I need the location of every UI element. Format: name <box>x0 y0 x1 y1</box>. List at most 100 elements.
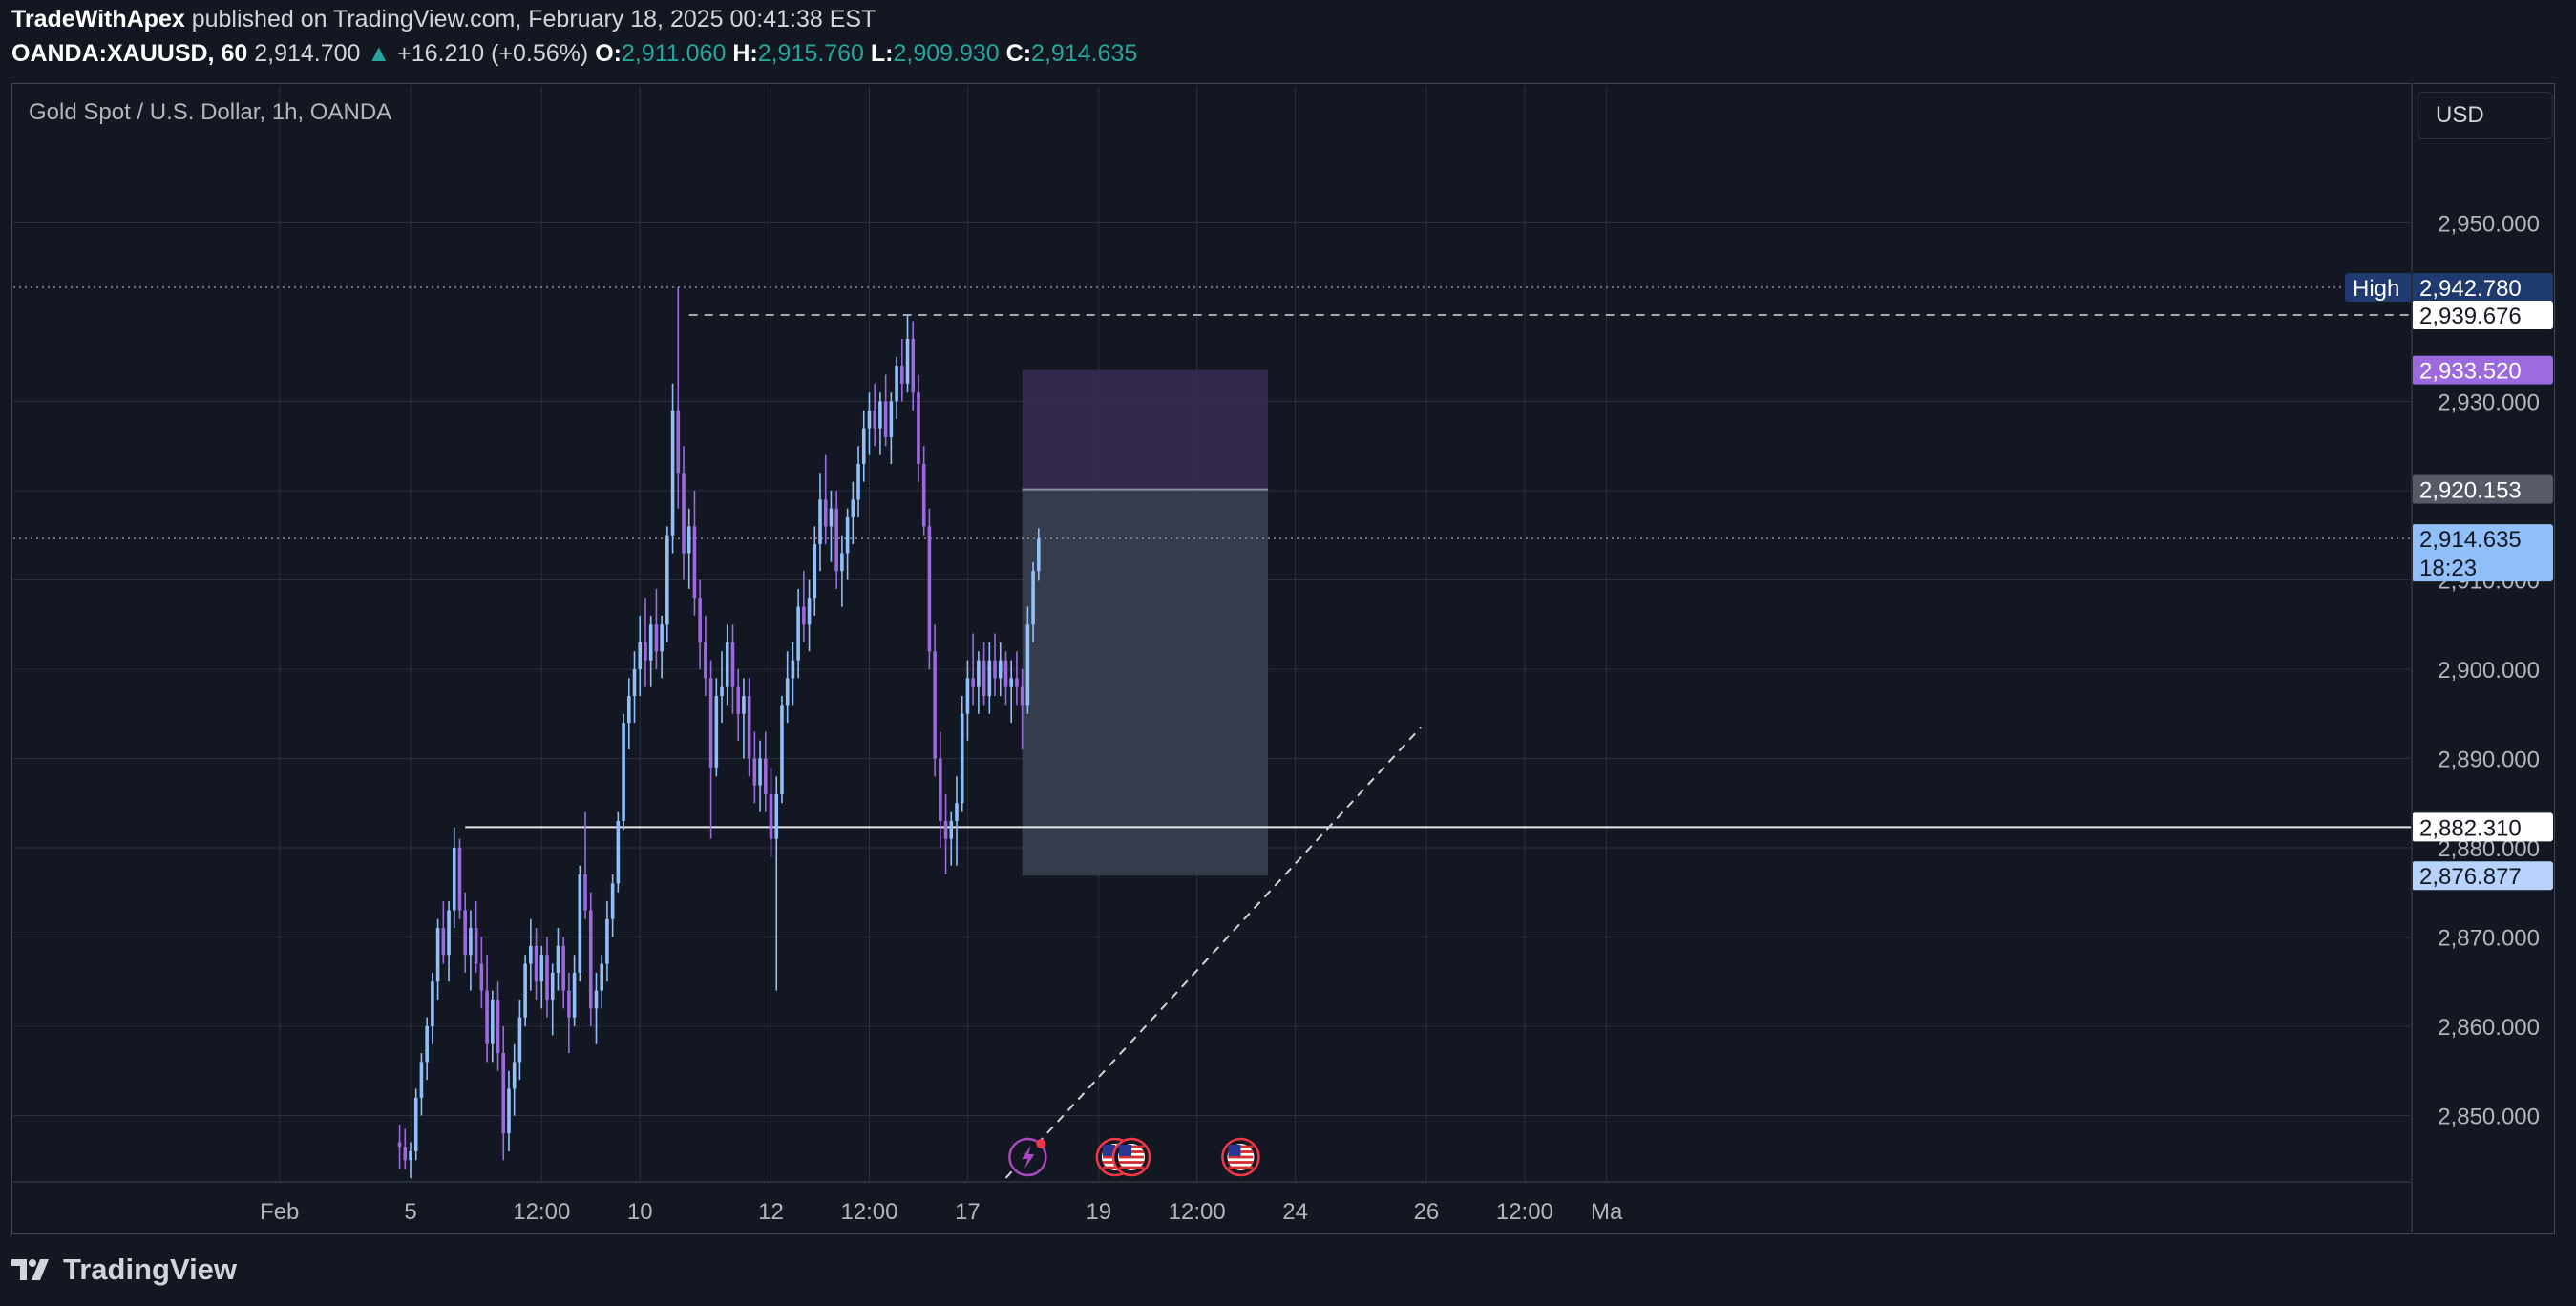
x-axis-tick-label: 26 <box>1414 1199 1440 1225</box>
candle <box>512 1043 517 1116</box>
candle-body <box>878 401 882 429</box>
candle <box>933 624 937 777</box>
candle <box>1031 561 1035 642</box>
x-axis-tick-label: 10 <box>627 1199 653 1225</box>
x-axis-tick-label: 24 <box>1282 1199 1308 1225</box>
candle <box>491 990 495 1063</box>
author-name[interactable]: TradeWithApex <box>11 6 185 32</box>
candle <box>572 955 577 1026</box>
candle <box>993 633 997 697</box>
target-price-label: 2,876.877 <box>2412 861 2553 891</box>
candle <box>463 892 467 973</box>
us-flag-icon <box>1221 1137 1260 1177</box>
candle-body <box>1003 660 1008 687</box>
candle-body <box>698 598 702 642</box>
candle <box>605 901 609 982</box>
candle <box>725 624 729 706</box>
candle <box>600 955 603 1009</box>
candle-body <box>648 624 653 661</box>
candle-body <box>818 499 822 545</box>
candle <box>982 642 986 706</box>
high-label: H: <box>732 40 758 67</box>
candle-body <box>523 963 527 1018</box>
dashed-trendline <box>1004 727 1422 1179</box>
candle <box>435 918 440 1000</box>
candle <box>764 731 768 812</box>
candle <box>479 937 484 1009</box>
chart-frame <box>11 83 2555 1234</box>
candle-body <box>704 642 707 679</box>
candle <box>627 678 631 750</box>
candle-body <box>403 1147 408 1161</box>
candle <box>708 660 713 839</box>
candle-body <box>774 793 779 839</box>
candle <box>561 937 565 1009</box>
publish-info: TradeWithApex published on TradingView.c… <box>11 6 876 33</box>
candle-body <box>856 463 860 500</box>
candle <box>818 473 822 572</box>
candle-body <box>933 651 937 759</box>
candle-body <box>583 874 587 911</box>
candle-body <box>955 803 959 821</box>
candle <box>616 811 621 893</box>
candle-body <box>561 945 565 991</box>
candle <box>1025 606 1030 714</box>
low-label: L: <box>870 40 894 67</box>
candle-body <box>917 392 920 464</box>
svg-text:2,920.153: 2,920.153 <box>2419 478 2522 504</box>
candle <box>588 892 593 1026</box>
candle <box>829 491 834 562</box>
candle <box>856 446 860 518</box>
candle-body <box>720 686 724 697</box>
plot-area <box>13 86 2412 1182</box>
candle <box>447 901 451 982</box>
x-axis-tick-label: 12:00 <box>513 1199 570 1225</box>
candle-body <box>550 972 555 1000</box>
candle <box>895 356 898 420</box>
y-axis-tick-label: 2,870.000 <box>2438 926 2540 952</box>
candle <box>550 963 555 1036</box>
chart-legend[interactable]: Gold Spot / U.S. Dollar, 1h, OANDA <box>29 99 392 125</box>
candle <box>987 642 992 714</box>
candle <box>736 669 740 741</box>
candle <box>883 374 888 447</box>
candle <box>889 392 894 464</box>
candle <box>873 383 876 447</box>
candle-body <box>747 696 751 759</box>
entry-price-label: 2,920.153 <box>2412 474 2553 504</box>
candle <box>583 811 587 919</box>
candle-body <box>616 820 621 884</box>
candle-body <box>676 410 681 474</box>
candle-body <box>1031 571 1035 625</box>
candle-body <box>927 526 932 652</box>
candle-body <box>610 883 615 919</box>
candle-body <box>632 669 637 697</box>
candle-body <box>660 624 664 652</box>
candle-body <box>665 535 669 625</box>
candle <box>425 1017 429 1081</box>
candle-body <box>895 366 898 402</box>
candle <box>431 972 434 1044</box>
candle <box>747 678 751 777</box>
svg-text:2,876.877: 2,876.877 <box>2419 864 2522 890</box>
candle-body <box>627 696 631 724</box>
take-profit-zone <box>1022 489 1269 876</box>
currency-button[interactable]: USD <box>2418 92 2553 139</box>
candle <box>704 615 707 697</box>
x-axis-tick-label: 17 <box>955 1199 981 1225</box>
tradingview-brand[interactable]: TradingView <box>11 1253 237 1287</box>
candle-body <box>943 820 948 839</box>
candle-body <box>507 1088 511 1134</box>
candle-body <box>1037 538 1041 572</box>
candle-body <box>714 696 719 768</box>
candle-body <box>752 758 757 786</box>
candle <box>692 491 697 616</box>
x-axis-tick-label: 12 <box>758 1199 784 1225</box>
candle-body <box>911 339 916 393</box>
candle-body <box>545 955 549 1000</box>
high-label: 2,942.780 High <box>2345 273 2553 303</box>
candle-body <box>496 999 500 1054</box>
candle-body <box>960 713 964 804</box>
candle-body <box>435 928 440 982</box>
